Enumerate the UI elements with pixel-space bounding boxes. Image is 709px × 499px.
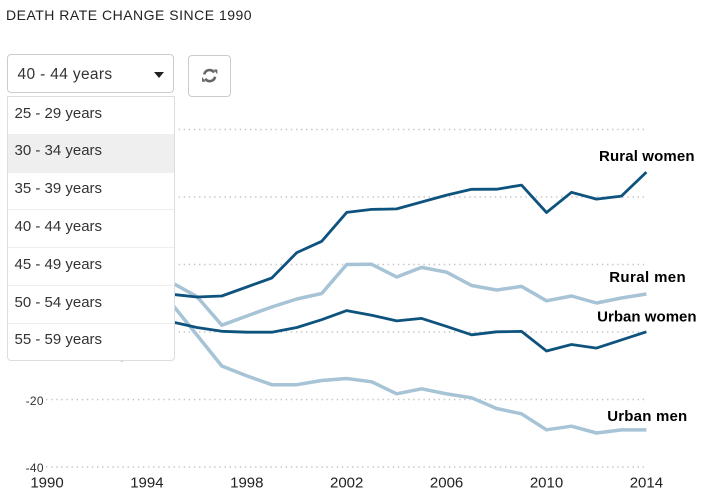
svg-text:2010: 2010 <box>530 475 563 492</box>
svg-text:Urban men: Urban men <box>607 408 687 425</box>
svg-text:Urban women: Urban women <box>597 308 697 325</box>
svg-text:2014: 2014 <box>630 475 663 492</box>
svg-text:2002: 2002 <box>330 475 363 492</box>
svg-text:-40: -40 <box>26 461 44 475</box>
svg-text:1994: 1994 <box>130 475 163 492</box>
svg-text:Rural women: Rural women <box>599 148 695 165</box>
svg-text:Rural men: Rural men <box>609 269 686 286</box>
svg-text:-20: -20 <box>26 394 44 408</box>
svg-text:2006: 2006 <box>430 475 463 492</box>
svg-text:1990: 1990 <box>30 475 63 492</box>
svg-text:1998: 1998 <box>230 475 263 492</box>
